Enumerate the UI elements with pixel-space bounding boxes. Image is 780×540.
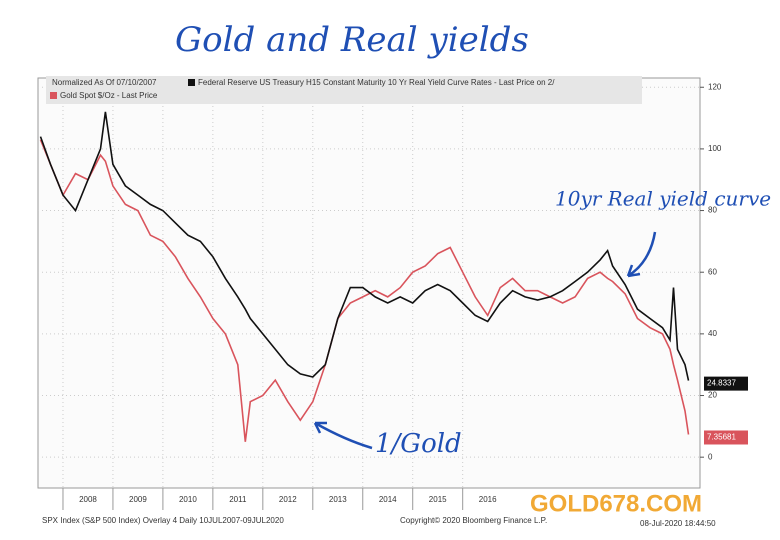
legend-box xyxy=(46,76,642,104)
last-value-label: 24.8337 xyxy=(707,379,736,388)
x-tick-label: 2016 xyxy=(479,495,497,504)
last-value-box xyxy=(704,430,748,445)
y-tick-label: 80 xyxy=(708,206,717,215)
legend-swatch xyxy=(188,79,195,86)
y-tick-label: 60 xyxy=(708,267,717,276)
x-tick-label: 2012 xyxy=(279,495,297,504)
x-tick-label: 2013 xyxy=(329,495,347,504)
legend-header: Normalized As Of 07/10/2007 xyxy=(52,78,157,87)
grid: 0 20 40 60 80 100 120 2008 2009 2010 2011 2012 2013 2… xyxy=(38,78,722,510)
x-tick-label: 2009 xyxy=(129,495,147,504)
y-tick-label: 100 xyxy=(708,144,722,153)
chart-title: Gold and Real yields xyxy=(175,20,529,60)
annotation-arrow xyxy=(313,421,373,450)
last-value-label: 7.35681 xyxy=(707,433,736,442)
legend-swatch xyxy=(50,92,57,99)
y-tick-label: 40 xyxy=(708,329,717,338)
x-tick-label: 2008 xyxy=(79,495,97,504)
y-tick-label: 20 xyxy=(708,391,717,400)
series-line xyxy=(39,111,690,381)
annotation-arrow xyxy=(626,231,657,278)
legend-entry: Federal Reserve US Treasury H15 Constant… xyxy=(198,78,555,87)
x-tick-label: 2010 xyxy=(179,495,197,504)
series-line xyxy=(39,139,690,442)
footer-right: 08-Jul-2020 18:44:50 xyxy=(640,519,716,528)
last-value-box xyxy=(704,376,748,391)
x-tick-label: 2011 xyxy=(229,495,247,504)
annotation: 1/Gold xyxy=(375,429,462,459)
plot-area xyxy=(37,77,701,489)
legend-entry: Gold Spot $/Oz - Last Price xyxy=(60,91,158,100)
footer-center: Copyright© 2020 Bloomberg Finance L.P. xyxy=(400,516,547,525)
footer-left: SPX Index (S&P 500 Index) Overlay 4 Dail… xyxy=(42,516,284,525)
annotation: 10yr Real yield curve xyxy=(555,187,771,211)
x-tick-label: 2014 xyxy=(379,495,397,504)
x-tick-label: 2015 xyxy=(429,495,447,504)
watermark: GOLD678.COM xyxy=(530,490,702,517)
y-tick-label: 120 xyxy=(708,82,722,91)
y-tick-label: 0 xyxy=(708,452,713,461)
